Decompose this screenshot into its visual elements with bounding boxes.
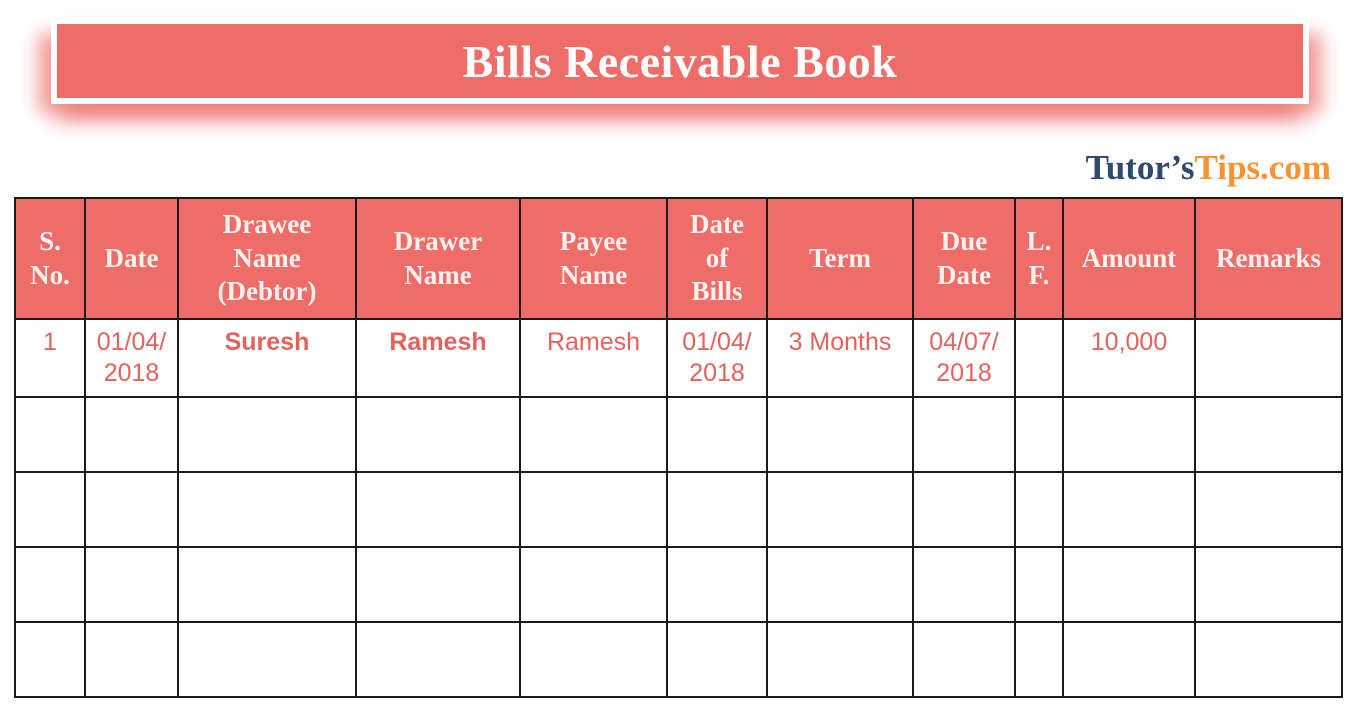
cell-drawer-name-row5 (355, 621, 521, 698)
cell-amount-row4 (1062, 546, 1196, 623)
cell-term-row3 (766, 471, 914, 548)
cell-remarks-row3 (1194, 471, 1343, 548)
cell-date-row4 (84, 546, 179, 623)
cell-payee-name-row1: Ramesh (519, 318, 668, 398)
cell-payee-name-row2 (519, 396, 668, 473)
cell-term-row4 (766, 546, 914, 623)
column-header-date: Date (84, 197, 179, 320)
cell-s-no-row2 (14, 396, 86, 473)
empty-row (14, 471, 1343, 548)
cell-due-date-row4 (912, 546, 1016, 623)
logo-text-tipscom: Tips.com (1194, 148, 1331, 187)
cell-date-row1: 01/04/ 2018 (84, 318, 179, 398)
cell-date-row5 (84, 621, 179, 698)
cell-date-of-bills-row1: 01/04/ 2018 (666, 318, 768, 398)
title-banner: Bills Receivable Book (51, 18, 1309, 104)
column-header-lf: L. F. (1014, 197, 1064, 320)
cell-payee-name-row5 (519, 621, 668, 698)
cell-date-of-bills-row5 (666, 621, 768, 698)
cell-date-of-bills-row2 (666, 396, 768, 473)
cell-due-date-row5 (912, 621, 1016, 698)
cell-drawee-name-row1: Suresh (177, 318, 357, 398)
empty-row (14, 621, 1343, 698)
column-header-due-date: Due Date (912, 197, 1016, 320)
cell-amount-row5 (1062, 621, 1196, 698)
empty-row (14, 396, 1343, 473)
column-header-drawer-name: Drawer Name (355, 197, 521, 320)
cell-remarks-row4 (1194, 546, 1343, 623)
cell-drawer-name-row1: Ramesh (355, 318, 521, 398)
cell-date-of-bills-row4 (666, 546, 768, 623)
cell-lf-row1 (1014, 318, 1064, 398)
empty-row (14, 546, 1343, 623)
cell-s-no-row3 (14, 471, 86, 548)
cell-lf-row2 (1014, 396, 1064, 473)
column-header-remarks: Remarks (1194, 197, 1343, 320)
cell-date-of-bills-row3 (666, 471, 768, 548)
cell-due-date-row2 (912, 396, 1016, 473)
column-header-amount: Amount (1062, 197, 1196, 320)
cell-drawee-name-row3 (177, 471, 357, 548)
page-title: Bills Receivable Book (462, 35, 898, 87)
table-header-row: S. No. Date Drawee Name (Debtor) Drawer Nam… (14, 197, 1343, 320)
site-logo: Tutor’sTips.com (1086, 148, 1331, 188)
cell-drawee-name-row4 (177, 546, 357, 623)
cell-amount-row2 (1062, 396, 1196, 473)
cell-drawee-name-row5 (177, 621, 357, 698)
cell-lf-row5 (1014, 621, 1064, 698)
cell-remarks-row1 (1194, 318, 1343, 398)
cell-due-date-row1: 04/07/ 2018 (912, 318, 1016, 398)
cell-due-date-row3 (912, 471, 1016, 548)
cell-drawer-name-row3 (355, 471, 521, 548)
cell-s-no-row4 (14, 546, 86, 623)
cell-term-row2 (766, 396, 914, 473)
cell-payee-name-row3 (519, 471, 668, 548)
cell-remarks-row5 (1194, 621, 1343, 698)
cell-drawer-name-row4 (355, 546, 521, 623)
column-header-date-of-bills: Date of Bills (666, 197, 768, 320)
cell-term-row5 (766, 621, 914, 698)
cell-remarks-row2 (1194, 396, 1343, 473)
cell-lf-row4 (1014, 546, 1064, 623)
cell-term-row1: 3 Months (766, 318, 914, 398)
cell-amount-row1: 10,000 (1062, 318, 1196, 398)
column-header-payee-name: Payee Name (519, 197, 668, 320)
cell-s-no-row5 (14, 621, 86, 698)
cell-date-row3 (84, 471, 179, 548)
bills-receivable-table: S. No. Date Drawee Name (Debtor) Drawer Nam… (14, 197, 1343, 698)
column-header-term: Term (766, 197, 914, 320)
cell-date-row2 (84, 396, 179, 473)
cell-drawee-name-row2 (177, 396, 357, 473)
cell-payee-name-row4 (519, 546, 668, 623)
table-body: 1 01/04/ 2018 Suresh Ramesh Ramesh 01/04/ 201… (14, 318, 1343, 698)
column-header-s-no: S. No. (14, 197, 86, 320)
cell-drawer-name-row2 (355, 396, 521, 473)
column-header-drawee-name: Drawee Name (Debtor) (177, 197, 357, 320)
cell-s-no-row1: 1 (14, 318, 86, 398)
cell-lf-row3 (1014, 471, 1064, 548)
cell-amount-row3 (1062, 471, 1196, 548)
entry-row: 1 01/04/ 2018 Suresh Ramesh Ramesh 01/04/ 201… (14, 318, 1343, 398)
logo-text-tutors: Tutor’s (1085, 148, 1195, 187)
